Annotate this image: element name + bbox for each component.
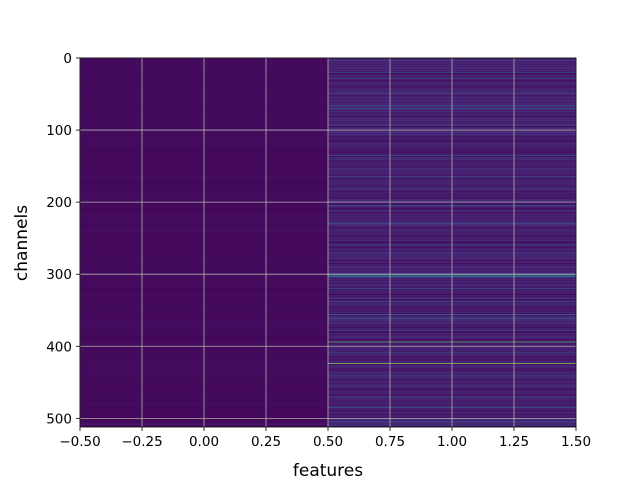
y-tick-label: 200 bbox=[46, 195, 72, 211]
y-axis-label: channels bbox=[12, 205, 32, 281]
y-tick-label: 500 bbox=[46, 411, 72, 427]
x-tick-label: 0.25 bbox=[251, 434, 281, 450]
x-tick-label: 0.75 bbox=[375, 434, 405, 450]
y-tick-label: 400 bbox=[46, 339, 72, 355]
y-axis-ticks: 0 100 200 300 400 500 bbox=[46, 51, 80, 427]
x-tick-label: 1.50 bbox=[561, 434, 591, 450]
x-axis-ticks: −0.50 −0.25 0.00 0.25 0.50 0.75 1.00 1.25 1.50 bbox=[59, 427, 591, 450]
x-tick-label: 0.00 bbox=[189, 434, 219, 450]
x-tick-label: −0.50 bbox=[59, 434, 100, 450]
x-axis-label: features bbox=[293, 461, 363, 480]
x-tick-label: 0.50 bbox=[313, 434, 343, 450]
x-tick-label: 1.00 bbox=[437, 434, 467, 450]
x-tick-label: 1.25 bbox=[499, 434, 529, 450]
y-tick-label: 0 bbox=[63, 51, 72, 67]
x-tick-label: −0.25 bbox=[121, 434, 162, 450]
y-tick-label: 100 bbox=[46, 123, 72, 139]
y-tick-label: 300 bbox=[46, 267, 72, 283]
